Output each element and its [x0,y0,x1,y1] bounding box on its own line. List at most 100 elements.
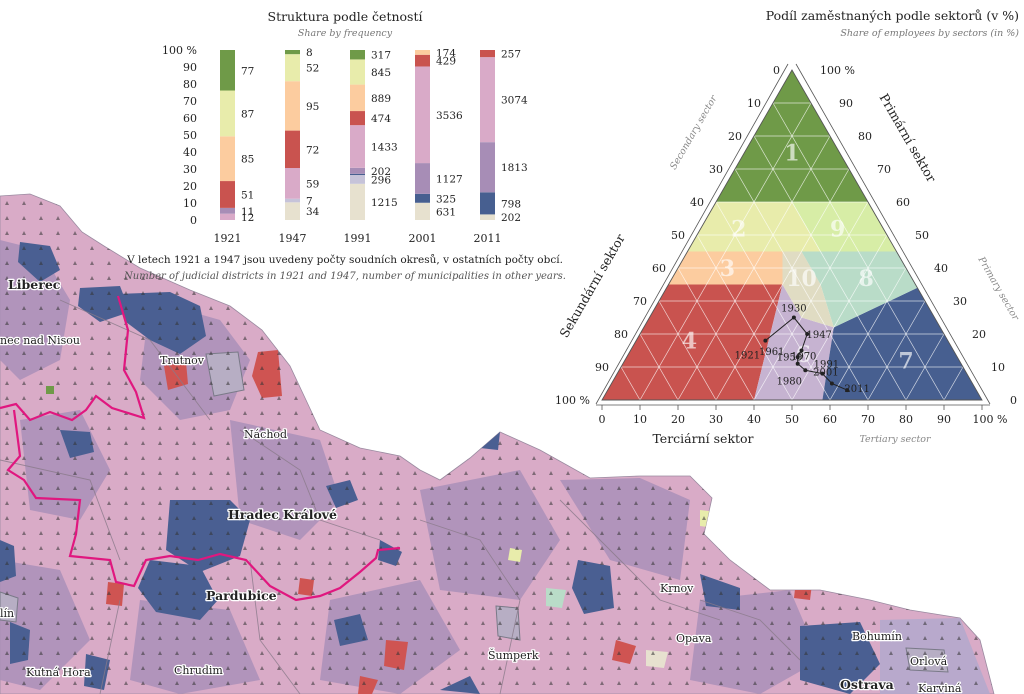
bar-segment-label: 257 [501,49,521,61]
bar-chart-note-en: Number of judicial districts in 1921 and… [123,271,566,282]
ternary-bottom-tick-label: 40 [747,413,761,426]
bar-segment [415,193,430,203]
ternary-right-tick-label: 100 % [820,64,855,77]
ternary-point-label: 2001 [813,368,838,379]
bar-segment [285,81,300,131]
ternary-secondary-axis-name-en: Secondary sector [668,92,720,171]
bar-segment [480,192,495,215]
bar-segment-label: 325 [436,193,456,205]
bar-segment [350,84,365,112]
ternary-frame [601,69,983,401]
bar-segment [350,59,365,85]
ternary-bottom-tick-label: 80 [899,413,913,426]
ternary-title: Podíl zaměstnaných podle sektorů (v %) [766,8,1019,23]
ternary-right-tick-label: 20 [972,328,986,341]
bar-segment-label: 889 [371,93,391,105]
ternary-point [845,388,850,393]
ternary-tertiary-axis-name: Terciární sektor [652,431,753,446]
bar-y-tick-label: 0 [190,214,197,227]
bar-segment [350,167,365,174]
bar-segment [285,50,300,55]
bar-y-tick-label: 100 % [162,44,197,57]
bar-segment [220,213,235,220]
ternary-gridline [639,102,812,401]
bar-segment [220,207,235,214]
bar-segment-label: 8 [306,47,313,59]
frequency-bar-chart: Struktura podle četností Share by freque… [123,9,566,282]
place-label: Kutná Hora [26,666,91,679]
ternary-gridline [791,234,888,401]
bar-x-tick-label: 2001 [409,232,437,245]
ternary-left-tick-label: 90 [595,361,609,374]
bar-segment [285,198,300,203]
ternary-gridline [772,102,945,401]
ternary-zone-label: 1 [784,141,799,167]
place-label: Hradec Králové [228,507,337,522]
ternary-gridline [677,267,755,401]
bar-segment [415,50,430,55]
bar-x-tick-label: 1991 [344,232,372,245]
bar-y-tick-label: 40 [183,146,197,159]
ternary-bottom-tick-label: 10 [633,413,647,426]
ternary-point [803,368,808,373]
bar-segment [220,50,235,91]
place-label: Opava [676,632,712,645]
ternary-left-tick-label: 0 [773,64,780,77]
regional-borders [0,295,401,602]
bar-segment [220,136,235,182]
ternary-point-label: 1947 [806,330,831,341]
ternary-zone [687,202,821,252]
ternary-gridline [829,267,907,401]
ternary-point [795,355,800,360]
ternary-point-label: 1970 [791,352,816,363]
ternary-point-label: 1980 [777,376,802,387]
bar-segment [415,54,430,67]
ternary-zone-labels: 1 2 9 3 10 8 4 6 7 [682,141,914,375]
bar-segment-label: 34 [306,206,320,218]
bar-y-tick-label: 10 [183,197,197,210]
bar-x-tick-label: 1947 [279,232,307,245]
bar-segment [480,142,495,193]
ternary-right-tick-label: 90 [839,97,853,110]
ternary-right-tick-label: 10 [991,361,1005,374]
ternary-point [763,338,768,343]
ternary-gridline [639,333,679,401]
place-label: Liberec [8,277,61,292]
map-labels: Liberec nec nad Nisou Trutnov Náchod Hra… [0,276,963,694]
bar-y-tick-label: 90 [183,61,197,74]
place-label: Ostrava [840,677,894,692]
bar-segment [285,202,300,220]
ternary-gridline [943,366,964,401]
bar-segment-label: 7 [306,196,313,208]
ternary-right-tick-label: 60 [896,196,910,209]
bar-segment-label: 12 [241,212,254,224]
bar-segment [350,111,365,126]
ternary-right-tick-label: 70 [877,163,891,176]
bar-segment [285,168,300,199]
bar-y-tick-label: 60 [183,112,197,125]
bar-x-tick-label: 2011 [474,232,502,245]
district-borders [0,299,801,694]
ternary-bottom-tick-label: 60 [823,413,837,426]
bar-segment-label: 1127 [436,173,463,185]
bar-segment [350,50,365,60]
ternary-left-tick-label: 50 [671,229,685,242]
ternary-bottom-tick-label: 90 [937,413,951,426]
place-label: Karviná [918,682,962,694]
bar-y-tick-label: 50 [183,129,197,142]
ternary-left-tick-label: 60 [652,262,666,275]
bar-segment-label: 72 [306,144,319,156]
bar-y-tick-label: 70 [183,95,197,108]
ternary-point-label: 2011 [844,384,869,395]
place-label: Chrudim [174,664,223,677]
bar-segment-label: 1215 [371,197,398,209]
place-label: Bohumín [852,630,902,643]
bar-segment-label: 51 [241,189,254,201]
bar-segment-label: 11 [241,206,254,218]
bar-y-axis: 100 % 90 80 70 60 50 40 30 20 10 0 [162,44,197,227]
ternary-zone-label: 9 [830,216,845,242]
ternary-zone-label: 6 [796,342,811,368]
bar-segment-label: 77 [241,65,254,77]
ternary-point [829,381,834,386]
